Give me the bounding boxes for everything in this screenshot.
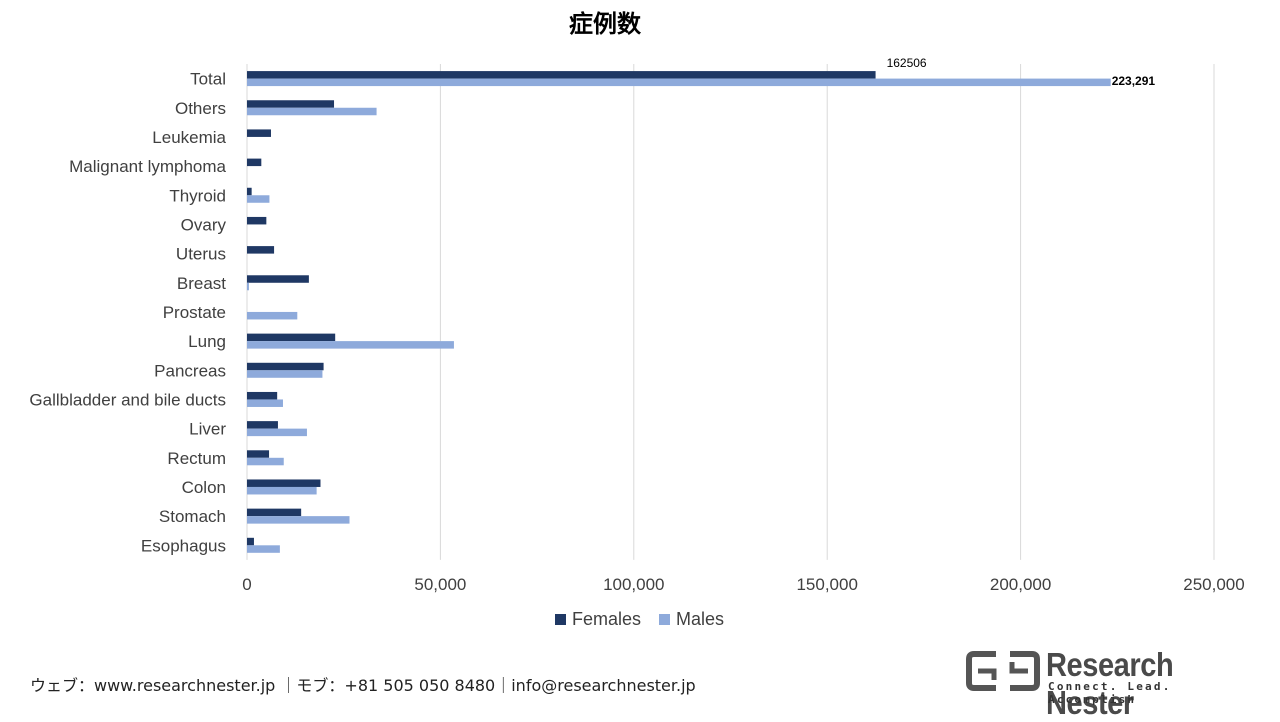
category-label: Others	[175, 99, 226, 118]
category-label: Esophagus	[141, 536, 226, 555]
bar-females	[247, 216, 267, 225]
bar-females	[247, 333, 336, 342]
bar-males	[247, 107, 377, 116]
data-label: 162506	[887, 56, 927, 70]
bar-females	[247, 129, 271, 137]
legend-item-males: Males	[659, 609, 724, 630]
contact-footer: ウェブ：www.researchnester.jp ｜モブ：+81 505 05…	[30, 676, 696, 695]
category-label: Liver	[189, 420, 226, 439]
data-labels: 162506 223,291	[887, 56, 1156, 88]
category-label: Stomach	[159, 507, 226, 526]
category-label: Malignant lymphoma	[69, 157, 226, 176]
legend-label-males: Males	[676, 609, 725, 629]
x-tick-label: 100,000	[603, 575, 664, 594]
research-nester-logo: Research Nester Connect. Lead. Accomplis…	[966, 646, 1266, 721]
category-label: Colon	[182, 478, 226, 497]
gridlines	[246, 64, 1215, 560]
bar-females	[247, 362, 324, 371]
bar-males	[247, 370, 323, 378]
bar-males	[247, 457, 284, 466]
logo-mark-icon	[966, 651, 1040, 691]
bar-males	[247, 341, 454, 349]
category-label: Rectum	[167, 449, 226, 468]
bar-males	[247, 486, 317, 495]
bar-males	[247, 282, 249, 291]
x-tick-label: 150,000	[796, 575, 857, 594]
bar-females	[247, 187, 252, 196]
legend: Females Males	[555, 609, 724, 630]
legend-swatch-females	[555, 614, 566, 625]
logo-tagline: Connect. Lead. Accomplish	[1048, 680, 1172, 706]
bar-chart: Total Others Leukemia Malignant lymphoma Thy…	[29, 56, 1244, 594]
bar-females	[247, 391, 278, 400]
bar-males	[247, 78, 1111, 87]
x-tick-label: 50,000	[414, 575, 466, 594]
bar-females	[247, 479, 321, 487]
category-label: Prostate	[163, 303, 226, 322]
bar-males	[247, 311, 298, 320]
legend-label-females: Females	[572, 609, 642, 629]
category-label: Leukemia	[152, 128, 226, 147]
category-label: Lung	[188, 332, 226, 351]
category-label: Total	[190, 70, 226, 89]
data-label: 223,291	[1112, 74, 1156, 88]
bar-males	[247, 195, 270, 203]
bar-females	[247, 421, 278, 429]
bar-females	[247, 450, 270, 458]
bar-males	[247, 545, 280, 553]
bar-females	[247, 508, 302, 517]
legend-item-females: Females	[555, 609, 641, 630]
category-label: Ovary	[181, 215, 227, 234]
bar-females	[247, 71, 876, 79]
category-label: Uterus	[176, 245, 226, 264]
category-labels: Total Others Leukemia Malignant lymphoma Thy…	[29, 70, 226, 556]
x-tick-label: 200,000	[990, 575, 1051, 594]
category-label: Pancreas	[154, 361, 226, 380]
category-label: Gallbladder and bile ducts	[29, 390, 226, 409]
x-tick-labels: 0 50,000 100,000 150,000 200,000 250,000	[242, 575, 1244, 594]
bar-males	[247, 428, 307, 437]
category-label: Breast	[177, 274, 226, 293]
bar-males	[247, 516, 350, 524]
bar-females	[247, 100, 335, 108]
legend-swatch-males	[659, 614, 671, 625]
bars	[247, 71, 1111, 553]
bar-females	[247, 158, 262, 167]
x-tick-label: 0	[242, 575, 251, 594]
bar-females	[247, 246, 275, 254]
bar-females	[247, 275, 309, 283]
bar-females	[247, 537, 254, 546]
bar-males	[247, 399, 283, 407]
category-label: Thyroid	[169, 186, 226, 205]
x-tick-label: 250,000	[1183, 575, 1244, 594]
logo-name: Research Nester	[1046, 646, 1174, 721]
chart-title: 症例数	[569, 10, 641, 38]
